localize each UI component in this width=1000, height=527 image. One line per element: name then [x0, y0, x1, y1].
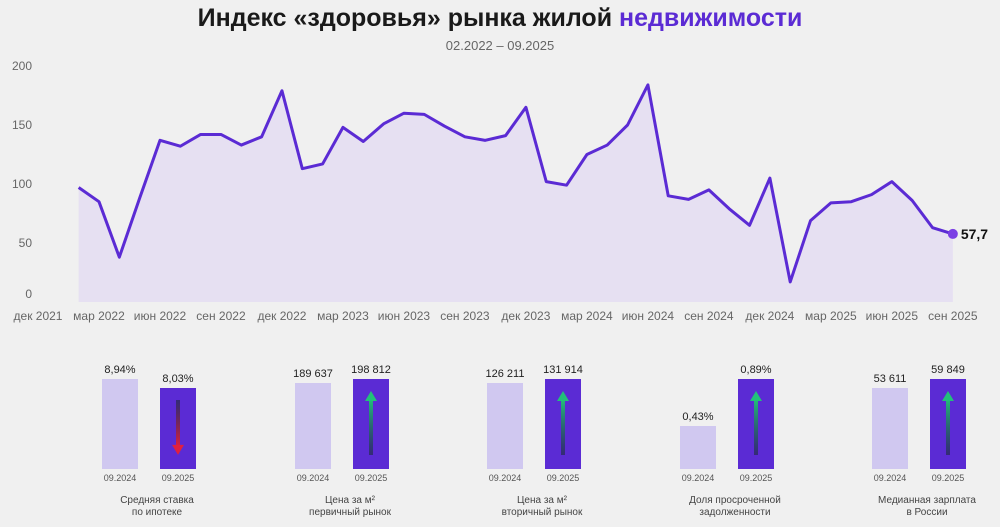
bar-previous-value: 0,43%	[682, 410, 714, 423]
bar-current-value: 59 849	[931, 364, 965, 376]
indicator-card: 53 611 09.2024 59 849 09.2025 Медианная зарп…	[832, 360, 1000, 525]
indicator-caption: Доля просроченной задолженности	[689, 495, 781, 518]
period-label: 09.2025	[161, 473, 195, 483]
bar-current-value: 8,03%	[162, 373, 194, 386]
period-label: 09.2025	[739, 473, 773, 483]
bar-previous	[680, 425, 716, 469]
period-label: 09.2025	[931, 473, 965, 483]
period-label: 09.2024	[873, 473, 907, 483]
x-tick-label: дек 2024	[745, 309, 794, 323]
arrow-up-icon	[365, 391, 377, 455]
indicator-caption: Средняя ставка по ипотеке	[120, 495, 194, 518]
bar-current-value: 198 812	[351, 364, 391, 376]
bar-current	[160, 388, 196, 469]
x-tick-label: сен 2025	[928, 309, 978, 323]
y-tick-label: 200	[12, 59, 32, 73]
y-tick-label: 100	[12, 177, 32, 191]
bar-previous-value: 189 637	[293, 368, 333, 381]
bar-current	[545, 379, 581, 469]
period-label: 09.2024	[681, 473, 715, 483]
arrow-up-icon	[942, 391, 954, 455]
area-fill	[78, 84, 953, 302]
bar-previous	[487, 382, 523, 469]
bar-current	[353, 379, 389, 469]
indicator-card: 8,94% 09.2024 8,03% 09.2025 Средняя ставка п…	[62, 360, 252, 525]
y-tick-label: 50	[19, 236, 33, 250]
x-tick-label: июн 2022	[134, 309, 187, 323]
bar-current	[738, 379, 774, 469]
x-tick-label: июн 2023	[378, 309, 431, 323]
line-chart: 0 50 100 150 200 дек 2021 мар 2022 июн 2022 сен …	[12, 59, 988, 323]
bar-previous	[102, 379, 138, 469]
indicator-card: 0,43% 09.2024 0,89% 09.2025 Доля просроченно…	[640, 360, 830, 525]
bar-current-value: 0,89%	[740, 364, 772, 376]
last-value-label: 57,7	[961, 226, 988, 242]
arrow-up-icon	[750, 391, 762, 455]
bar-current	[930, 379, 966, 469]
y-tick-label: 0	[25, 287, 32, 301]
x-tick-label: июн 2025	[866, 309, 919, 323]
x-tick-label: июн 2024	[622, 309, 675, 323]
indicator-caption: Медианная зарплата в России	[878, 495, 976, 518]
bar-previous	[872, 388, 908, 469]
arrow-up-icon	[557, 391, 569, 455]
title-main: Индекс «здоровья» рынка жилой	[197, 4, 613, 32]
bar-previous	[295, 383, 331, 469]
period-label: 09.2024	[296, 473, 330, 483]
x-tick-label: мар 2022	[73, 309, 125, 323]
x-tick-label: дек 2023	[501, 309, 550, 323]
indicator-card: 189 637 09.2024 198 812 09.2025 Цена за м² п…	[255, 360, 445, 525]
indicator-caption: Цена за м² первичный рынок	[309, 495, 391, 518]
y-tick-label: 150	[12, 118, 32, 132]
title-accent: недвижимости	[619, 4, 803, 32]
period-label: 09.2025	[546, 473, 580, 483]
bar-previous-value: 53 611	[873, 373, 907, 386]
series-line	[77, 83, 954, 284]
x-tick-label: мар 2025	[805, 309, 857, 323]
indicator-caption: Цена за м² вторичный рынок	[501, 495, 583, 518]
chart-subtitle: 02.2022 – 09.2025	[445, 38, 555, 53]
period-label: 09.2024	[103, 473, 137, 483]
bar-previous-value: 8,94%	[104, 364, 136, 376]
bar-current-value: 131 914	[543, 364, 583, 376]
x-tick-label: мар 2024	[561, 309, 613, 323]
bar-previous-value: 126 211	[485, 367, 525, 380]
x-tick-label: сен 2022	[196, 309, 246, 323]
x-tick-label: сен 2024	[684, 309, 734, 323]
period-label: 09.2024	[488, 473, 522, 483]
data-point	[947, 228, 958, 239]
x-tick-label: мар 2023	[317, 309, 369, 323]
period-label: 09.2025	[354, 473, 388, 483]
arrow-down-icon	[172, 400, 184, 456]
x-tick-label: сен 2023	[440, 309, 490, 323]
indicator-card: 126 211 09.2024 131 914 09.2025 Цена за м² в…	[447, 360, 637, 525]
x-tick-label: дек 2022	[257, 309, 306, 323]
x-tick-label: дек 2021	[14, 309, 63, 323]
chart-title: Индекс «здоровья» рынка жилой недвижимос…	[0, 4, 1000, 33]
